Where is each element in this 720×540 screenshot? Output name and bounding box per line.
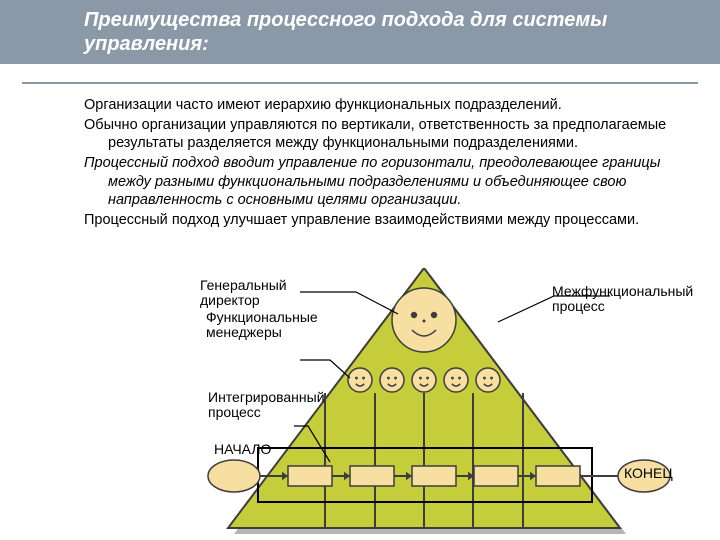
paragraph: Процессный подход вводит управление по г… [84, 154, 684, 208]
label-integrated: Интегрированный процесс [208, 390, 306, 421]
label-managers: Функциональные менеджеры [206, 310, 306, 341]
label-start-text: НАЧАЛО [214, 441, 271, 457]
paragraph: Процессный подход улучшает управление вз… [84, 211, 684, 229]
label-end: КОНЕЦ [624, 466, 664, 481]
body-paragraphs: Организации часто имеют иерархию функцио… [84, 96, 684, 231]
divider [22, 82, 698, 84]
paragraph: Обычно организации управляются по вертик… [84, 116, 684, 152]
label-managers-text: Функциональные менеджеры [206, 309, 318, 340]
label-crossfunc-text: Межфункциональный процесс [552, 283, 693, 314]
label-crossfunc: Межфункциональный процесс [552, 284, 682, 315]
label-start: НАЧАЛО [214, 442, 254, 457]
paragraph: Организации часто имеют иерархию функцио… [84, 96, 684, 114]
title-bar: Преимущества процессного подхода для сис… [0, 0, 720, 64]
page-title: Преимущества процессного подхода для сис… [84, 9, 607, 55]
label-ceo-text: Генеральный директор [200, 277, 287, 308]
label-end-text: КОНЕЦ [624, 465, 673, 481]
label-ceo: Генеральный директор [200, 278, 320, 309]
pyramid-diagram: Генеральный директор Функциональные мене… [0, 268, 720, 538]
